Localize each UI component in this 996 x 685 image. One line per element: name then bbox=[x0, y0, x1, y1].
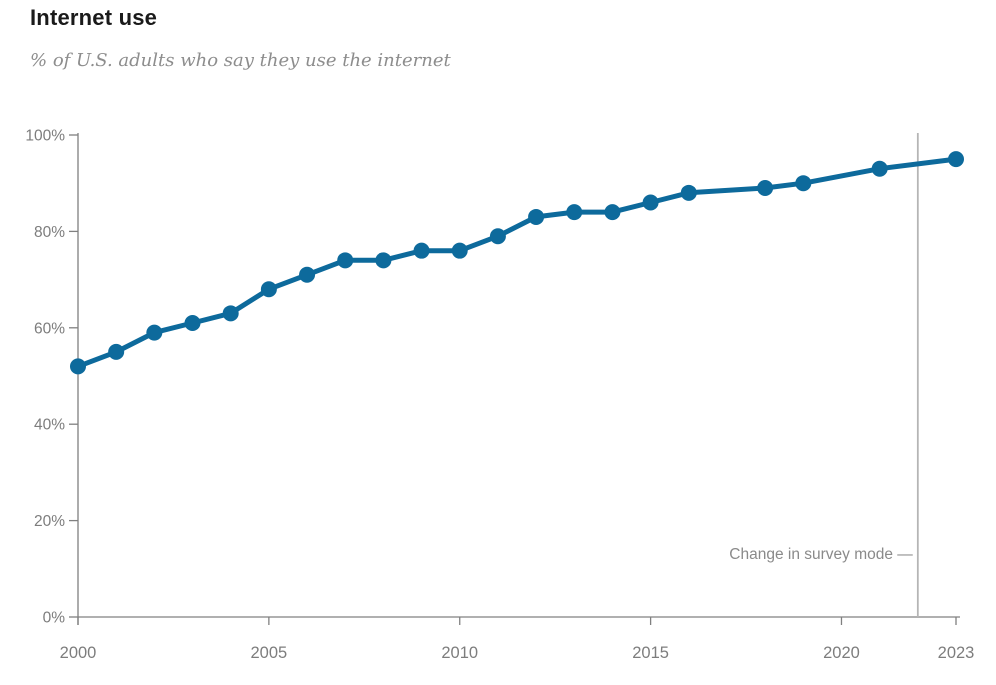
data-point-2009 bbox=[413, 242, 430, 259]
data-point-2012 bbox=[528, 208, 545, 225]
data-point-2023 bbox=[948, 151, 964, 168]
survey-mode-label: Change in survey mode — bbox=[729, 546, 913, 563]
data-point-2003 bbox=[184, 314, 201, 331]
chart-subtitle: % of U.S. adults who say they use the in… bbox=[30, 50, 451, 71]
data-point-2018 bbox=[757, 180, 774, 197]
data-point-2002 bbox=[146, 324, 163, 341]
y-tick-label: 80% bbox=[34, 224, 65, 241]
x-tick-label: 2023 bbox=[938, 644, 975, 662]
x-tick-label: 2015 bbox=[632, 644, 669, 662]
data-point-2000 bbox=[70, 358, 86, 375]
data-point-2021 bbox=[871, 160, 888, 177]
data-point-2005 bbox=[260, 281, 277, 298]
x-tick-label: 2020 bbox=[823, 644, 860, 662]
y-tick-label: 60% bbox=[34, 320, 65, 337]
data-point-2008 bbox=[375, 252, 392, 269]
data-point-2004 bbox=[222, 305, 239, 322]
chart-title: Internet use bbox=[30, 5, 158, 30]
y-tick-label: 100% bbox=[25, 128, 65, 145]
x-tick-label: 2000 bbox=[60, 644, 97, 662]
y-tick-label: 0% bbox=[43, 610, 66, 627]
data-point-2014 bbox=[604, 204, 621, 221]
x-tick-label: 2010 bbox=[441, 644, 478, 662]
x-tick-label: 2005 bbox=[251, 644, 288, 662]
data-point-2011 bbox=[489, 228, 506, 245]
data-point-2010 bbox=[451, 242, 468, 259]
y-tick-label: 40% bbox=[34, 417, 65, 434]
data-point-2001 bbox=[108, 343, 125, 360]
data-point-2016 bbox=[680, 184, 697, 201]
data-point-2007 bbox=[337, 252, 354, 269]
data-point-2013 bbox=[566, 204, 583, 221]
data-point-2006 bbox=[299, 266, 316, 283]
data-point-2019 bbox=[795, 175, 812, 192]
y-tick-label: 20% bbox=[34, 513, 65, 530]
data-series-line bbox=[75, 156, 959, 369]
data-point-2015 bbox=[642, 194, 659, 211]
